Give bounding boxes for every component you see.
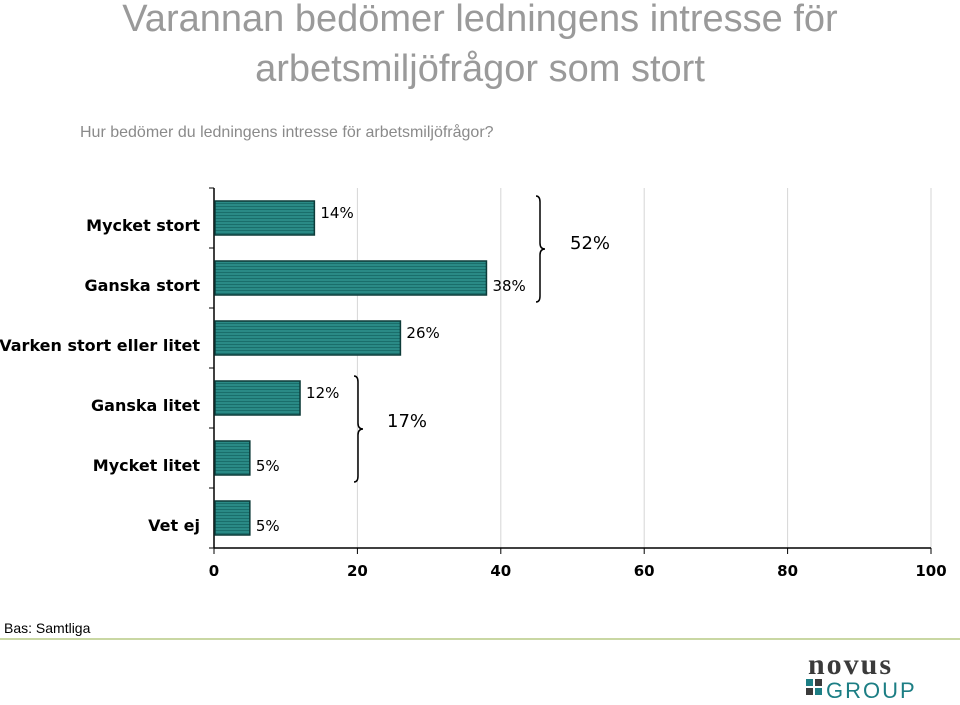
logo-word-group: GROUP — [826, 678, 917, 702]
logo-mark-icon — [806, 679, 822, 695]
bar-5 — [214, 440, 251, 476]
value-label-1: 14% — [320, 204, 353, 222]
value-label-3: 26% — [406, 324, 439, 342]
value-label-4: 12% — [306, 384, 339, 402]
group-bracket-1 — [535, 195, 546, 303]
category-labels: Mycket stort Ganska stort Varken stort ell… — [0, 216, 200, 535]
category-label-5: Mycket litet — [93, 456, 201, 475]
bar-3 — [214, 320, 402, 356]
group-brackets: 52% 17% — [353, 195, 610, 483]
category-label-3: Varken stort eller litet — [0, 336, 200, 355]
bar-1 — [214, 200, 316, 236]
group-label-2: 17% — [387, 411, 427, 432]
value-label-2: 38% — [492, 277, 525, 295]
value-labels: 14% 38% 26% 12% 5% 5% — [256, 204, 526, 535]
tick-labels: 0 20 40 60 80 100 — [209, 562, 947, 580]
x-tick-label-40: 40 — [490, 562, 511, 580]
category-label-4: Ganska litet — [91, 396, 200, 415]
divider — [0, 638, 960, 640]
x-tick-label-100: 100 — [915, 562, 946, 580]
value-label-6: 5% — [256, 517, 280, 535]
group-bracket-2 — [353, 375, 364, 483]
chart-title-line-1: Varannan bedömer ledningens intresse för — [122, 0, 838, 40]
chart-title-line-2: arbetsmiljöfrågor som stort — [255, 48, 705, 90]
x-tick-label-20: 20 — [347, 562, 368, 580]
bar-2 — [214, 260, 488, 296]
x-tick-label-80: 80 — [777, 562, 798, 580]
base-note: Bas: Samtliga — [4, 620, 91, 636]
category-label-2: Ganska stort — [84, 276, 200, 295]
category-label-6: Vet ej — [148, 516, 200, 535]
x-tick-label-0: 0 — [209, 562, 219, 580]
bar-chart: Mycket stort Ganska stort Varken stort ell… — [0, 187, 947, 580]
axes — [209, 187, 932, 554]
chart-subtitle: Hur bedömer du ledningens intresse för a… — [80, 124, 494, 141]
bar-6 — [214, 500, 251, 536]
category-label-1: Mycket stort — [86, 216, 200, 235]
group-label-1: 52% — [570, 233, 610, 254]
gridlines — [356, 188, 932, 548]
value-label-5: 5% — [256, 457, 280, 475]
novus-logo: novus GROUP — [806, 652, 917, 702]
x-tick-label-60: 60 — [634, 562, 655, 580]
bar-4 — [214, 380, 301, 416]
bars — [214, 200, 488, 536]
logo-word-novus: novus — [808, 652, 893, 681]
